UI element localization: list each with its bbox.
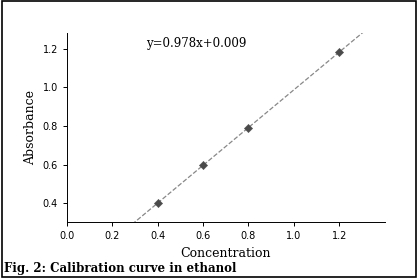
Point bbox=[109, 239, 116, 243]
Point bbox=[200, 163, 206, 168]
Text: y=0.978x+0.009: y=0.978x+0.009 bbox=[146, 37, 247, 50]
Point bbox=[154, 201, 161, 205]
X-axis label: Concentration: Concentration bbox=[181, 247, 271, 260]
Text: Fig. 2: Calibration curve in ethanol: Fig. 2: Calibration curve in ethanol bbox=[4, 262, 237, 275]
Y-axis label: Absorbance: Absorbance bbox=[24, 90, 37, 165]
Point bbox=[245, 125, 252, 130]
Point bbox=[336, 50, 342, 54]
